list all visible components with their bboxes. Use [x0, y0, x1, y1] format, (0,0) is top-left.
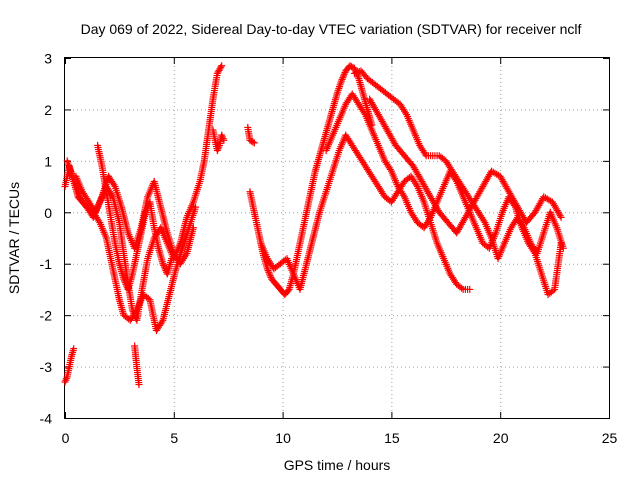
data-point [135, 381, 143, 389]
data-point [189, 224, 197, 232]
data-point [266, 270, 274, 278]
data-point [217, 63, 225, 71]
data-point [218, 133, 226, 141]
data-point [218, 62, 226, 70]
data-point [466, 285, 474, 293]
data-point [265, 268, 273, 276]
data-point [250, 139, 258, 147]
data-point [412, 181, 420, 189]
plot-frame [64, 57, 610, 419]
series-s12 [350, 67, 567, 263]
data-point [218, 131, 226, 139]
x-tick-label: 0 [62, 430, 70, 446]
data-point [132, 308, 140, 316]
data-point [402, 109, 410, 117]
y-tick-labels: -4 -3 -2 -1 0 1 2 3 [40, 51, 53, 427]
data-point [182, 251, 190, 259]
y-tick-label: -2 [40, 308, 53, 324]
data-point [108, 191, 116, 199]
series-s4 [94, 141, 176, 293]
data-point [264, 267, 272, 275]
data-point [399, 191, 407, 199]
y-tick-label: -1 [40, 256, 53, 272]
data-point [557, 213, 565, 221]
data-point [360, 109, 368, 117]
data-point [62, 376, 70, 384]
data-point [120, 275, 128, 283]
series-s6 [131, 342, 143, 389]
data-points [61, 62, 567, 389]
y-tick-label: 3 [44, 51, 52, 67]
axis-ticks [65, 58, 610, 419]
y-axis-label: SDTVAR / TECUs [6, 182, 22, 294]
data-point [219, 135, 227, 143]
data-point [120, 277, 128, 285]
series-s8 [244, 123, 258, 147]
x-tick-label: 15 [384, 430, 400, 446]
data-point [337, 77, 345, 85]
data-point [556, 212, 564, 220]
data-point [340, 70, 348, 78]
series-s3 [72, 172, 197, 268]
x-tick-labels: 0 5 10 15 20 25 [62, 430, 618, 446]
data-point [266, 272, 274, 280]
y-tick-label: 1 [44, 153, 52, 169]
data-point [61, 378, 69, 386]
data-point [386, 165, 394, 173]
data-point [110, 181, 118, 189]
data-point [425, 215, 433, 223]
data-point [350, 69, 358, 77]
y-tick-label: -4 [40, 411, 53, 427]
series-s13 [366, 95, 565, 237]
data-point [160, 261, 168, 269]
data-point [192, 203, 200, 211]
data-point [519, 222, 527, 230]
data-point [559, 244, 567, 252]
data-point [421, 150, 429, 158]
data-point [339, 74, 347, 82]
data-point [168, 255, 176, 263]
data-point [340, 72, 348, 80]
data-point [62, 375, 70, 383]
data-point [142, 208, 150, 216]
data-point [284, 287, 292, 295]
y-tick-label: 2 [44, 102, 52, 118]
data-point [249, 138, 257, 146]
data-point [263, 265, 271, 273]
data-point [338, 75, 346, 83]
data-point [355, 68, 363, 75]
data-point [214, 145, 222, 153]
series-s11 [322, 90, 565, 299]
data-point [458, 284, 466, 292]
data-point [70, 345, 78, 353]
x-tick-label: 5 [170, 430, 178, 446]
y-tick-label: 0 [44, 205, 52, 221]
chart-title: Day 069 of 2022, Sidereal Day-to-day VTE… [81, 21, 582, 37]
series-s5 [61, 345, 78, 386]
data-point [159, 260, 167, 268]
data-point [215, 143, 223, 151]
data-point [480, 217, 488, 225]
data-point [352, 69, 360, 77]
data-point [213, 147, 221, 155]
x-tick-label: 25 [602, 430, 618, 446]
series-s7 [209, 126, 228, 155]
x-axis-label: GPS time / hours [284, 457, 391, 473]
x-tick-label: 10 [275, 430, 291, 446]
x-tick-label: 20 [493, 430, 509, 446]
data-point [160, 263, 168, 271]
data-point [158, 318, 166, 326]
data-point [95, 217, 103, 225]
data-point [121, 279, 129, 287]
data-point [220, 136, 228, 144]
y-tick-label: -3 [40, 359, 53, 375]
